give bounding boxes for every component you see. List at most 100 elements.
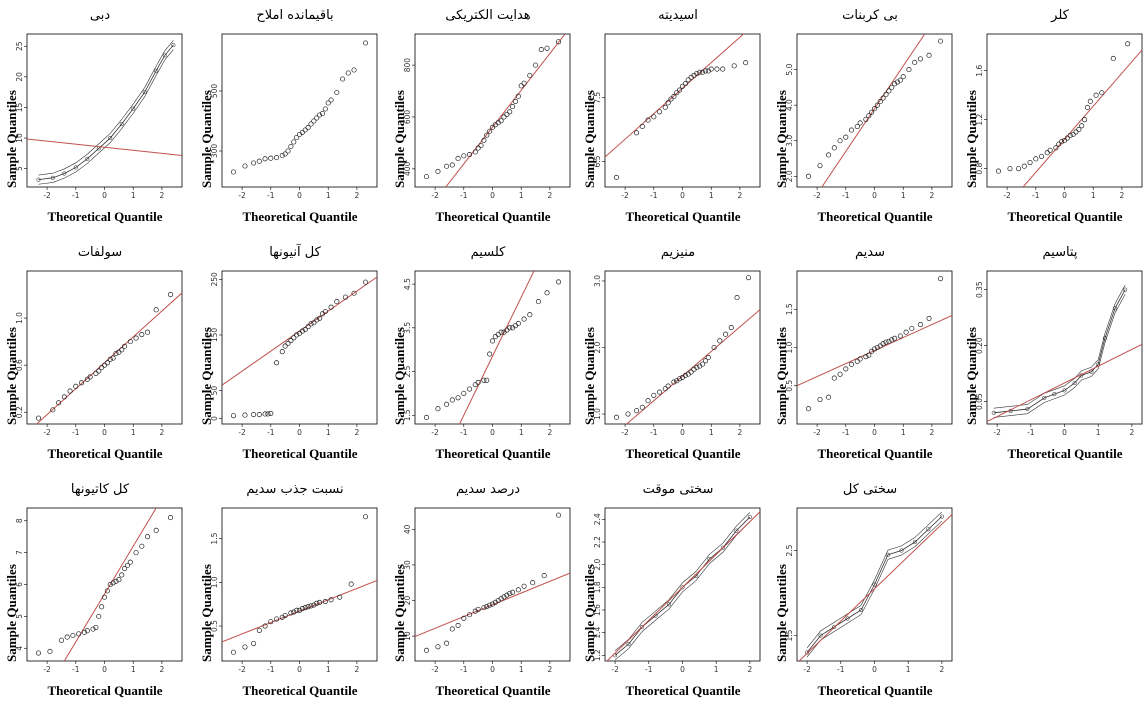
data-point [626, 641, 631, 647]
x-tick-label: -2 [238, 191, 246, 200]
x-tick-label: -1 [72, 428, 80, 437]
x-tick-label: 1 [519, 665, 524, 674]
data-point [62, 171, 67, 176]
x-tick-label: 2 [548, 428, 553, 437]
data-point [328, 304, 334, 310]
data-point [153, 307, 159, 313]
qq-panel: سولفات Sample Quantiles Theoretical Quanti… [4, 245, 195, 480]
x-axis-label: Theoretical Quantile [1007, 446, 1123, 461]
data-point [273, 155, 280, 161]
data-point [36, 177, 41, 182]
qq-panel: دبی Sample Quantiles Theoretical Quantile -… [4, 8, 195, 243]
panel-title: بی کربنات [842, 8, 898, 23]
data-point [334, 89, 340, 96]
plot-frame [221, 507, 378, 662]
data-curve [38, 44, 174, 181]
data-point [1087, 98, 1093, 104]
lower-band-line [614, 521, 751, 661]
x-tick-label: 2 [160, 428, 165, 437]
data-point [866, 352, 872, 358]
x-tick-label: -1 [267, 665, 275, 674]
data-point [317, 112, 323, 118]
x-tick-label: 2 [160, 191, 165, 200]
data-point [645, 398, 651, 404]
data-point [863, 116, 869, 122]
data-point [498, 118, 504, 124]
data-point [507, 109, 513, 115]
data-point [912, 539, 917, 545]
panel-title: کل آنیونها [269, 245, 321, 260]
plot-frame [986, 33, 1143, 188]
data-point [745, 275, 752, 281]
x-tick-label: -2 [238, 665, 246, 674]
data-point [285, 340, 291, 346]
data-point [498, 329, 504, 335]
data-point [487, 351, 493, 357]
x-axis-label: Theoretical Quantile [435, 209, 551, 224]
data-curve [993, 289, 1126, 414]
data-point [1073, 129, 1079, 135]
data-point [854, 358, 860, 364]
data-point [35, 415, 42, 421]
data-point [481, 137, 487, 143]
data-point [1038, 153, 1045, 159]
data-point [314, 115, 320, 121]
data-point [521, 80, 527, 86]
qq-panel: سدیم Sample Quantiles Theoretical Quantile… [774, 245, 965, 480]
y-tick-label: 1.2 [975, 113, 984, 125]
reference-line [798, 514, 952, 661]
data-point [845, 616, 850, 621]
y-tick-label: 0.6 [15, 359, 24, 371]
data-point [926, 527, 931, 532]
data-point [119, 347, 125, 353]
data-point [869, 109, 875, 115]
qq-plot-svg: -2 -1 0 1 2 1.5 2.5 3.5 4.5 [403, 270, 571, 437]
qq-panel: اسیدیته Sample Quantiles Theoretical Quant… [582, 8, 773, 243]
qq-panel: نسبت جذب سدیم Sample Quantiles Theoretical… [199, 482, 390, 717]
data-point [837, 371, 843, 377]
x-tick-label: -1 [650, 428, 658, 437]
data-point [651, 114, 657, 120]
data-point [734, 295, 740, 301]
data-point [288, 610, 294, 616]
data-point [285, 148, 291, 154]
data-point [826, 394, 832, 400]
x-tick-label: -1 [837, 665, 845, 674]
reference-line [63, 508, 157, 661]
reference-line [821, 34, 926, 187]
data-point [889, 337, 895, 343]
data-point [56, 400, 62, 406]
x-tick-label: 2 [738, 428, 743, 437]
data-point [127, 559, 133, 565]
data-point [294, 607, 300, 613]
panel-title: کلسیم [470, 245, 506, 260]
y-tick-label: 1.8 [593, 581, 602, 593]
x-tick-label: -2 [238, 428, 246, 437]
data-point [322, 106, 328, 112]
data-point [682, 81, 688, 87]
data-point [917, 321, 923, 328]
x-tick-label: -1 [460, 191, 468, 200]
data-point [273, 360, 280, 366]
y-tick-label: 4 [15, 646, 24, 651]
data-point [1021, 163, 1027, 169]
data-point [478, 142, 484, 149]
data-point [897, 333, 903, 339]
y-tick-label: 7.5 [593, 92, 602, 104]
y-tick-label: 1.5 [210, 532, 219, 544]
data-point [723, 331, 729, 337]
qq-plot-svg: -2 -1 0 1 2 400 600 800 [403, 33, 571, 200]
data-point [268, 410, 274, 416]
x-tick-label: 0 [490, 665, 495, 674]
data-point [256, 627, 262, 633]
data-point [677, 376, 683, 382]
x-tick-label: 2 [930, 428, 935, 437]
x-tick-label: 0 [680, 428, 685, 437]
qq-panel: کلر Sample Quantiles Theoretical Quantile -… [964, 8, 1145, 243]
data-point [487, 602, 493, 608]
data-point [495, 331, 501, 337]
x-tick-label: 2 [940, 665, 945, 674]
data-point [656, 109, 663, 115]
data-point [639, 404, 645, 410]
data-point [96, 368, 102, 374]
